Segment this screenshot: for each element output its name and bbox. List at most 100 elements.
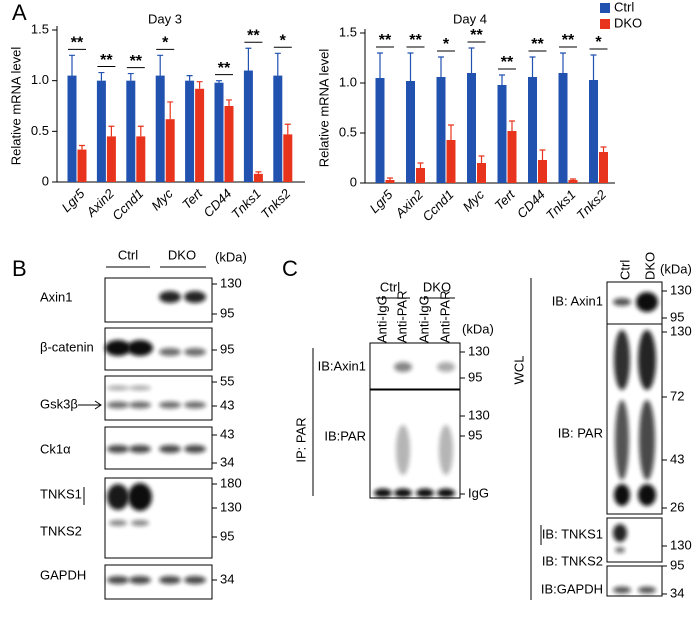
x-tick-label: Tnks2 xyxy=(258,185,294,221)
bar xyxy=(599,152,608,183)
band xyxy=(639,400,655,480)
row-label: IB:GAPDH xyxy=(541,581,603,596)
marker-label: 95 xyxy=(670,557,684,572)
marker-label: 95 xyxy=(468,427,482,442)
y-tick-label: 1.5 xyxy=(31,21,49,36)
error-bar xyxy=(245,47,252,71)
group-label: DKO xyxy=(168,247,196,262)
x-tick-label: Myc xyxy=(148,186,176,214)
marker-label: 95 xyxy=(220,528,234,543)
row-label: IB:PAR xyxy=(324,428,366,443)
error-bar xyxy=(79,144,85,150)
marker-label: 95 xyxy=(468,369,482,384)
band xyxy=(374,488,392,498)
bar xyxy=(589,80,598,183)
band xyxy=(638,330,656,390)
lane-label: Anti-PAR xyxy=(437,291,452,344)
error-bar xyxy=(499,74,505,85)
x-tick-label: Myc xyxy=(460,187,488,215)
row-label: IB: TNKS2 xyxy=(542,553,603,568)
error-bar xyxy=(387,177,393,180)
band xyxy=(159,291,181,303)
y-tick-label: 0.5 xyxy=(339,124,357,139)
row-label: IB: TNKS1 xyxy=(542,526,603,541)
error-bar xyxy=(186,75,193,81)
row-label: IB:Axin1 xyxy=(318,358,366,373)
marker-label: IgG xyxy=(468,485,489,500)
y-axis-label: Relative mRNA level xyxy=(8,47,23,166)
significance-label: ** xyxy=(71,35,84,52)
side-label: WCL xyxy=(511,356,526,385)
bar xyxy=(96,80,106,182)
band xyxy=(107,401,129,409)
bar xyxy=(67,75,77,182)
band xyxy=(129,576,151,584)
marker-label: 130 xyxy=(670,323,692,338)
band xyxy=(615,547,625,553)
bar xyxy=(106,136,116,182)
error-bar xyxy=(127,72,134,81)
band xyxy=(615,400,629,480)
marker-label: 130 xyxy=(220,499,242,514)
band xyxy=(613,298,631,306)
band xyxy=(107,484,129,510)
significance-label: ** xyxy=(409,32,422,49)
lane-label: Anti-PAR xyxy=(394,291,409,344)
marker-label: 130 xyxy=(468,343,490,358)
marker-label: 130 xyxy=(670,282,692,297)
band xyxy=(129,401,151,409)
bar xyxy=(538,160,547,183)
error-bar xyxy=(417,162,424,168)
band xyxy=(128,483,152,511)
panel-label: A xyxy=(12,0,27,25)
bar xyxy=(385,180,395,183)
marker-label: 34 xyxy=(220,571,234,586)
bar xyxy=(77,149,87,182)
error-bar xyxy=(407,52,414,81)
bar xyxy=(497,85,507,183)
band xyxy=(614,330,630,390)
bar xyxy=(185,80,195,182)
x-tick-label: Tnks2 xyxy=(573,186,609,222)
blot xyxy=(606,517,663,563)
y-tick-label: 0 xyxy=(350,174,357,189)
unit-label: (kDa) xyxy=(215,249,247,264)
bar xyxy=(283,134,293,182)
marker-label: 95 xyxy=(670,309,684,324)
error-bar xyxy=(590,54,597,80)
band xyxy=(437,362,455,372)
error-bar xyxy=(438,56,444,77)
legend-swatch xyxy=(600,19,610,29)
bar xyxy=(214,82,224,182)
bar xyxy=(416,168,425,183)
error-bar xyxy=(529,56,536,77)
significance-label: * xyxy=(443,36,450,53)
marker-label: 95 xyxy=(220,341,234,356)
band xyxy=(184,576,206,584)
row-label: Axin1 xyxy=(40,289,73,304)
marker-label: 95 xyxy=(220,305,234,320)
band xyxy=(107,385,129,391)
lane-label: Ctrl xyxy=(617,260,632,280)
blot xyxy=(104,375,213,421)
error-bar xyxy=(98,71,105,81)
significance-label: ** xyxy=(531,36,544,53)
unit-label: (kDa) xyxy=(660,261,692,276)
band xyxy=(129,445,151,453)
lane-label: DKO xyxy=(642,252,657,280)
band xyxy=(613,524,627,542)
error-bar xyxy=(509,120,515,131)
chart-title: Day 3 xyxy=(148,11,182,26)
band xyxy=(107,445,129,453)
marker-label: 130 xyxy=(468,407,490,422)
marker-label: 180 xyxy=(220,475,242,490)
significance-label: ** xyxy=(247,27,260,44)
marker-label: 43 xyxy=(670,451,684,466)
y-tick-label: 0 xyxy=(42,173,49,188)
band xyxy=(131,520,149,526)
bar xyxy=(528,77,537,183)
bar xyxy=(155,75,165,182)
significance-label: ** xyxy=(218,60,231,77)
legend-swatch xyxy=(600,3,610,13)
